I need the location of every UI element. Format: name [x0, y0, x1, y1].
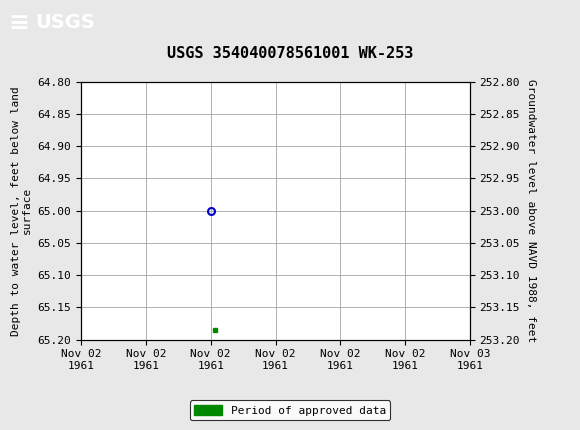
- Text: ≡: ≡: [9, 11, 30, 34]
- Y-axis label: Groundwater level above NAVD 1988, feet: Groundwater level above NAVD 1988, feet: [525, 79, 535, 342]
- Legend: Period of approved data: Period of approved data: [190, 400, 390, 420]
- Y-axis label: Depth to water level, feet below land
surface: Depth to water level, feet below land su…: [10, 86, 32, 335]
- Text: USGS: USGS: [35, 13, 95, 32]
- Text: USGS 354040078561001 WK-253: USGS 354040078561001 WK-253: [167, 46, 413, 61]
